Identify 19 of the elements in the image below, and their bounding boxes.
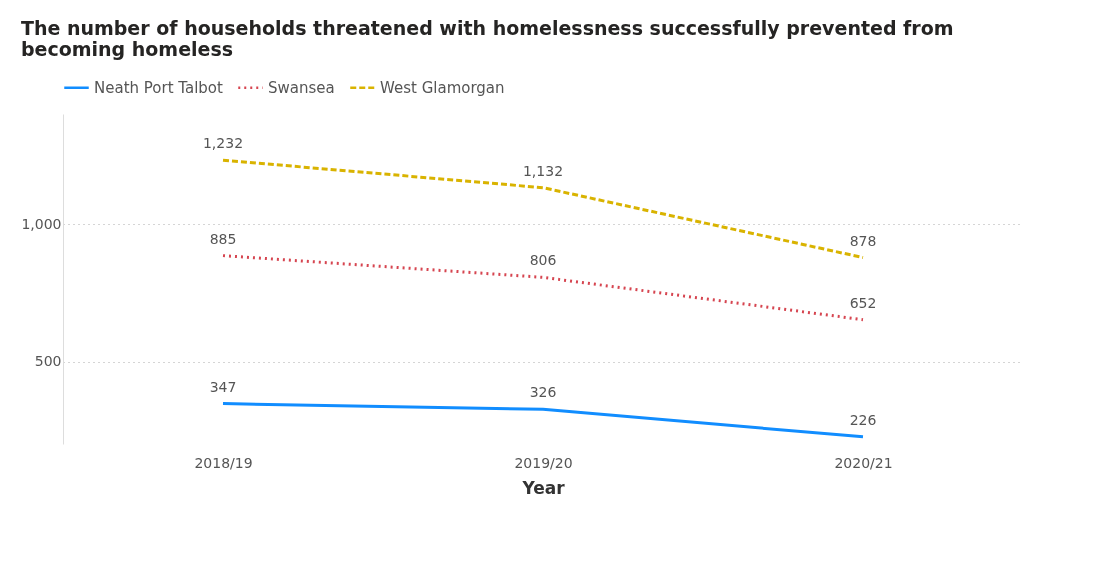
data-label: 1,132 <box>522 162 564 179</box>
chart-title: The number of households threatened with homelessness successfully prevented from becoming homeless <box>20 17 954 60</box>
data-label: 226 <box>849 411 877 428</box>
x-tick-label: 2018/19 <box>194 454 253 471</box>
data-label: 347 <box>209 378 237 395</box>
data-label: 1,232 <box>202 135 244 152</box>
data-label: 326 <box>529 384 557 401</box>
legend-label: Neath Port Talbot <box>94 78 224 97</box>
x-tick-label: 2019/20 <box>514 454 573 471</box>
data-label: 652 <box>849 294 877 311</box>
y-tick-label: 500 <box>34 353 62 369</box>
legend-label: Swansea <box>268 78 335 97</box>
x-tick-label: 2020/21 <box>834 454 893 471</box>
y-tick-label: 1,000 <box>21 215 62 232</box>
data-label: 878 <box>849 232 877 249</box>
legend-label: West Glamorgan <box>380 78 505 97</box>
data-label: 806 <box>529 252 557 269</box>
x-axis-title: Year <box>521 477 566 498</box>
data-label: 885 <box>209 230 237 247</box>
